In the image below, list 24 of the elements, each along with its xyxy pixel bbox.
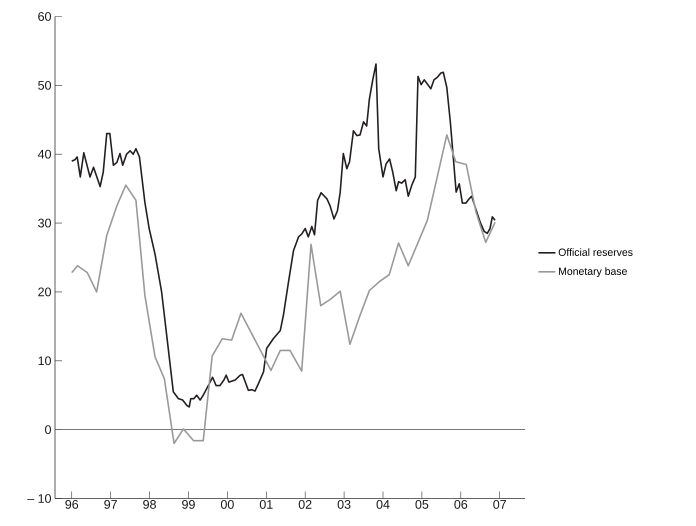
y-tick-label: – 10 [27,494,51,503]
x-tick-label: 04 [376,500,390,509]
y-tick-label: 30 [38,218,51,228]
x-tick-label: 97 [104,500,117,509]
x-tick-label: 96 [65,500,78,509]
x-tick-label: 01 [260,500,273,509]
x-tick-label: 02 [298,500,312,509]
y-tick-label: 20 [38,288,51,296]
y-tick-label: 10 [38,356,51,366]
y-tick-label: 0 [45,425,51,434]
y-tick-label: 50 [38,80,51,90]
x-tick-label: 06 [454,500,468,509]
x-tick-label: 99 [182,500,195,509]
line-series [70,134,496,444]
legend-label: Monetary base [559,267,627,278]
x-tick-label: 07 [493,500,506,509]
x-tick-label: 98 [143,500,156,509]
y-tick-label: 40 [38,150,51,159]
legend-label: Official reserves [558,248,633,256]
x-tick-label: 05 [415,500,428,509]
line-series [70,63,496,408]
x-tick-label: 03 [338,500,350,509]
y-tick-label: 60 [38,12,51,21]
x-tick-label: 00 [220,500,234,509]
